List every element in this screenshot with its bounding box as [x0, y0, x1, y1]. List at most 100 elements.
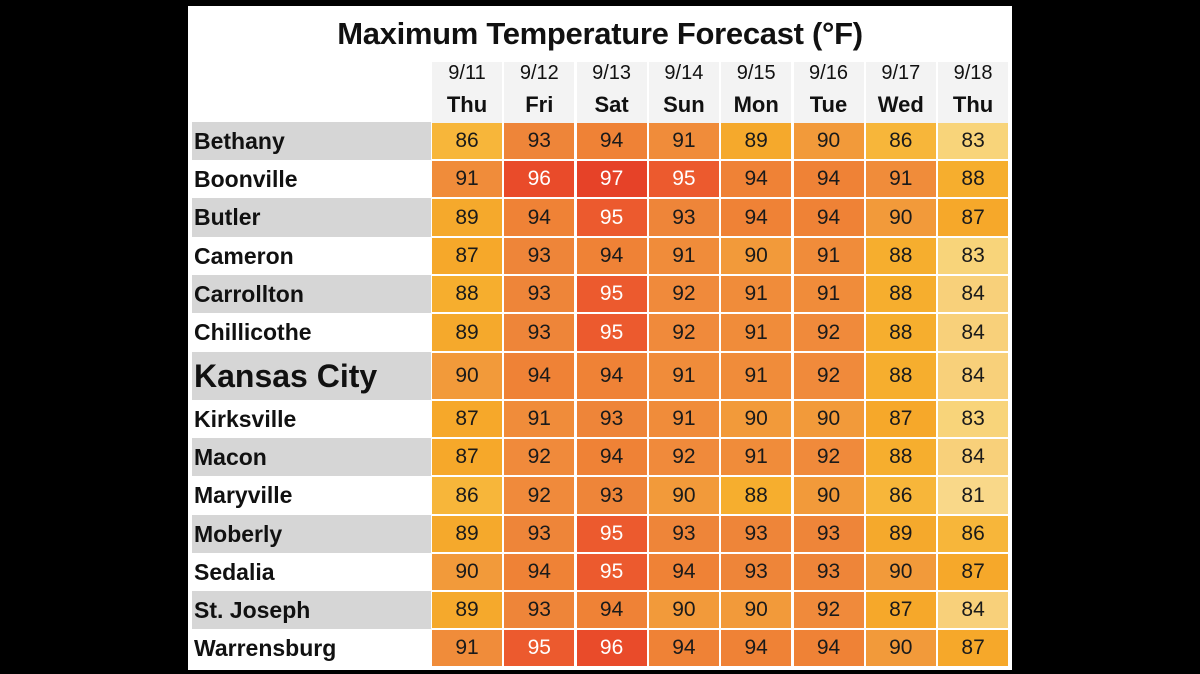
column-day: Thu: [952, 92, 994, 117]
temperature-cell: 88: [865, 276, 936, 312]
temperature-cell: 83: [938, 401, 1009, 437]
city-label: Maryville: [194, 482, 293, 508]
column-header-bg: [721, 62, 792, 128]
temperature-cell: 83: [938, 123, 1009, 159]
temperature-cell: 86: [865, 123, 936, 159]
temperature-cell: 94: [793, 199, 864, 236]
temperature-cell: 90: [721, 592, 792, 628]
temperature-cell: 87: [938, 554, 1009, 590]
temperature-cell: 94: [793, 630, 864, 666]
city-label: Bethany: [194, 128, 285, 154]
row-shading: [192, 198, 431, 237]
temperature-cell: 90: [648, 477, 719, 514]
column-day: Mon: [733, 92, 779, 117]
temperature-cell: 91: [648, 401, 719, 437]
temperature-cell: 92: [793, 353, 864, 399]
city-label: Butler: [194, 204, 261, 230]
temperature-cell: 90: [793, 401, 864, 437]
temperature-cell: 91: [432, 630, 502, 666]
column-header-bg: [432, 62, 502, 128]
temperature-cell: 88: [865, 439, 936, 475]
temperature-cell: 93: [504, 276, 575, 312]
temperature-cell: 93: [576, 477, 647, 514]
temperature-cell: 89: [432, 592, 502, 628]
city-label: Cameron: [194, 243, 294, 269]
temperature-cell: 92: [504, 477, 575, 514]
temperature-cell: 81: [938, 477, 1009, 514]
temperature-cell: 95: [576, 554, 647, 590]
city-label: Boonville: [194, 166, 298, 192]
temperature-cell: 95: [576, 199, 647, 236]
column-header-bg: [938, 62, 1009, 128]
temperature-cell: 86: [938, 516, 1009, 552]
temperature-cell: 93: [504, 123, 575, 159]
temperature-cell: 94: [721, 161, 792, 197]
temperature-cell: 94: [721, 199, 792, 236]
temperature-cell: 95: [576, 314, 647, 351]
temperature-cell: 94: [576, 592, 647, 628]
temperature-cell: 84: [938, 592, 1009, 628]
temperature-cell: 90: [865, 630, 936, 666]
temperature-cell: 91: [648, 123, 719, 159]
temperature-cell: 91: [721, 276, 792, 312]
temperature-cell: 90: [793, 123, 864, 159]
temperature-cell: 90: [865, 199, 936, 236]
city-label: Sedalia: [194, 559, 275, 585]
temperature-cell: 93: [504, 238, 575, 274]
city-label: Warrensburg: [194, 635, 337, 661]
temperature-cell: 88: [721, 477, 792, 514]
temperature-cell: 93: [721, 516, 792, 552]
temperature-cell: 91: [648, 238, 719, 274]
temperature-cell: 94: [504, 199, 575, 236]
temperature-cell: 97: [576, 161, 647, 197]
column-date: 9/18: [953, 62, 993, 84]
temperature-cell: 89: [432, 314, 502, 351]
city-label: St. Joseph: [194, 597, 311, 623]
column-date: 9/12: [519, 62, 559, 84]
column-day: Wed: [877, 92, 924, 117]
temperature-cell: 93: [504, 314, 575, 351]
row-shading: [192, 352, 431, 400]
column-header-bg: [648, 62, 719, 128]
column-header-bg: [865, 62, 936, 128]
column-header-bg: [793, 62, 864, 128]
temperature-cell: 86: [432, 477, 502, 514]
column-date: 9/14: [664, 62, 704, 84]
temperature-cell: 91: [793, 276, 864, 312]
temperature-cell: 91: [793, 238, 864, 274]
temperature-cell: 84: [938, 439, 1009, 475]
temperature-cell: 84: [938, 276, 1009, 312]
temperature-cell: 93: [504, 516, 575, 552]
temperature-cell: 87: [432, 401, 502, 437]
temperature-cell: 95: [576, 516, 647, 552]
temperature-cell: 94: [648, 554, 719, 590]
column-date: 9/17: [881, 62, 921, 84]
temperature-cell: 90: [721, 238, 792, 274]
temperature-cell: 90: [648, 592, 719, 628]
temperature-cell: 90: [432, 353, 502, 399]
temperature-cell: 94: [576, 123, 647, 159]
temperature-cell: 88: [938, 161, 1009, 197]
temperature-cell: 91: [721, 314, 792, 351]
city-label: Moberly: [194, 521, 283, 547]
temperature-cell: 92: [793, 314, 864, 351]
temperature-cell: 92: [793, 439, 864, 475]
temperature-cell: 95: [576, 276, 647, 312]
temperature-cell: 89: [865, 516, 936, 552]
temperature-cell: 96: [504, 161, 575, 197]
column-day: Tue: [809, 92, 848, 117]
row-shading: [192, 515, 431, 553]
temperature-cell: 93: [648, 516, 719, 552]
column-header-bg: [576, 62, 647, 128]
row-shading: [192, 122, 431, 160]
temperature-cell: 94: [576, 238, 647, 274]
temperature-cell: 94: [721, 630, 792, 666]
temperature-cell: 96: [576, 630, 647, 666]
temperature-cell: 84: [938, 314, 1009, 351]
temperature-cell: 94: [793, 161, 864, 197]
row-shading: [192, 275, 431, 313]
temperature-cell: 89: [721, 123, 792, 159]
temperature-cell: 89: [432, 516, 502, 552]
temperature-cell: 86: [432, 123, 502, 159]
temperature-cell: 87: [865, 592, 936, 628]
